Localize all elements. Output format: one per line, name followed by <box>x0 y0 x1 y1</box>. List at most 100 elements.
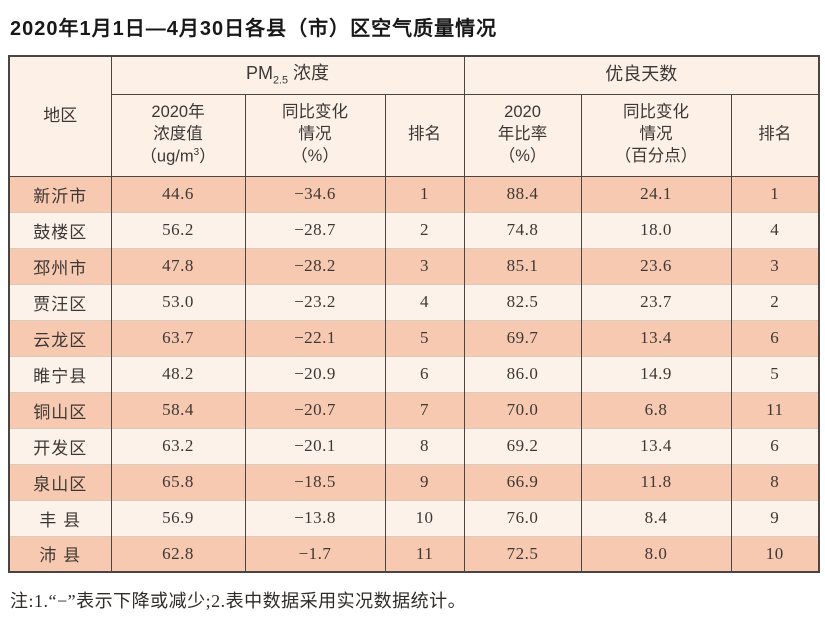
table-row: 云龙区 63.7 −22.1 5 69.7 13.4 6 <box>8 319 820 356</box>
pm-rank-cell: 6 <box>384 355 465 392</box>
header-good-rate-line2: 年比率 <box>497 125 548 144</box>
table-body: 新沂市 44.6 −34.6 1 88.4 24.1 1 鼓楼区 56.2 −2… <box>8 175 820 572</box>
good-rank-cell: 3 <box>730 247 820 284</box>
good-rank-cell: 5 <box>730 355 820 392</box>
table-row: 沛 县 62.8 −1.7 11 72.5 8.0 10 <box>8 535 820 572</box>
good-rank-cell: 2 <box>730 283 820 320</box>
header-good-rate: 2020 年比率 （%） <box>463 93 582 177</box>
pm-rank-cell: 7 <box>384 391 465 428</box>
good-change-cell: 18.0 <box>580 211 732 248</box>
pm-change-cell: −28.7 <box>244 211 386 248</box>
good-change-cell: 8.4 <box>580 499 732 536</box>
good-rate-cell: 69.7 <box>463 319 582 356</box>
header-group-row: 地区 PM2.5 浓度 优良天数 <box>8 55 820 177</box>
good-change-cell: 24.1 <box>580 175 732 212</box>
pm-change-cell: −1.7 <box>244 535 386 572</box>
header-pm-value-sup: 3 <box>193 146 200 158</box>
header-pm-value-line3: （ug/m3） <box>112 146 245 168</box>
header-good-change: 同比变化 情况 （百分点） <box>580 93 732 177</box>
table-row: 铜山区 58.4 −20.7 7 70.0 6.8 11 <box>8 391 820 428</box>
pm-change-cell: −34.6 <box>244 175 386 212</box>
good-change-cell: 23.6 <box>580 247 732 284</box>
header-pm-rank: 排名 <box>384 93 465 177</box>
pm-change-cell: −18.5 <box>244 463 386 500</box>
header-good-rate-line1: 2020 <box>504 103 541 122</box>
good-rank-cell: 10 <box>730 535 820 572</box>
good-rank-cell: 8 <box>730 463 820 500</box>
region-cell: 泉山区 <box>8 463 112 500</box>
region-cell: 开发区 <box>8 427 112 464</box>
header-pm-change-line2: 情况 <box>298 125 332 144</box>
pm-change-cell: −20.9 <box>244 355 386 392</box>
good-rate-cell: 72.5 <box>463 535 582 572</box>
pm-value-cell: 65.8 <box>110 463 246 500</box>
good-rank-cell: 1 <box>730 175 820 212</box>
header-good-change-line3: （百分点） <box>614 146 698 165</box>
header-pm-value-unit: （ug/m <box>140 147 194 166</box>
good-change-cell: 8.0 <box>580 535 732 572</box>
good-change-cell: 6.8 <box>580 391 732 428</box>
pm-rank-cell: 9 <box>384 463 465 500</box>
good-rank-cell: 6 <box>730 319 820 356</box>
region-cell: 邳州市 <box>8 247 112 284</box>
good-rate-cell: 85.1 <box>463 247 582 284</box>
header-good-days-group: 优良天数 <box>463 55 820 95</box>
pm-change-cell: −22.1 <box>244 319 386 356</box>
pm-rank-cell: 3 <box>384 247 465 284</box>
header-pm-value-line1: 2020年 <box>151 103 205 122</box>
table-row: 贾汪区 53.0 −23.2 4 82.5 23.7 2 <box>8 283 820 320</box>
pm-value-cell: 62.8 <box>110 535 246 572</box>
table-row: 新沂市 44.6 −34.6 1 88.4 24.1 1 <box>8 175 820 212</box>
table-row: 丰 县 56.9 −13.8 10 76.0 8.4 9 <box>8 499 820 536</box>
pm-rank-cell: 10 <box>384 499 465 536</box>
good-rate-cell: 82.5 <box>463 283 582 320</box>
header-pm-value-line2: 浓度值 <box>153 124 203 143</box>
good-rate-cell: 76.0 <box>463 499 582 536</box>
table-header: 地区 PM2.5 浓度 优良天数 2020年 浓度值 （ug/m3） 同比变化 … <box>8 55 820 177</box>
header-region: 地区 <box>8 55 112 177</box>
pm-value-cell: 56.2 <box>110 211 246 248</box>
good-rank-cell: 4 <box>730 211 820 248</box>
header-good-rank: 排名 <box>730 93 820 177</box>
pm-change-cell: −23.2 <box>244 283 386 320</box>
pm25-label-suffix: 浓度 <box>288 63 330 84</box>
pm-change-cell: −28.2 <box>244 247 386 284</box>
header-good-rate-line3: （%） <box>498 146 547 165</box>
footnote: 注:1.“−”表示下降或减少;2.表中数据采用实况数据统计。 <box>10 591 467 611</box>
good-rate-cell: 74.8 <box>463 211 582 248</box>
table-row: 邳州市 47.8 −28.2 3 85.1 23.6 3 <box>8 247 820 284</box>
good-rate-cell: 69.2 <box>463 427 582 464</box>
pm-value-cell: 47.8 <box>110 247 246 284</box>
table-row: 睢宁县 48.2 −20.9 6 86.0 14.9 5 <box>8 355 820 392</box>
table-row: 鼓楼区 56.2 −28.7 2 74.8 18.0 4 <box>8 211 820 248</box>
region-cell: 鼓楼区 <box>8 211 112 248</box>
region-cell: 睢宁县 <box>8 355 112 392</box>
region-cell: 新沂市 <box>8 175 112 212</box>
good-rate-cell: 88.4 <box>463 175 582 212</box>
pm-rank-cell: 11 <box>384 535 465 572</box>
header-good-change-line1: 同比变化 <box>623 103 690 122</box>
good-change-cell: 23.7 <box>580 283 732 320</box>
header-good-change-line2: 情况 <box>639 125 673 144</box>
region-cell: 贾汪区 <box>8 283 112 320</box>
header-pm-change-line3: （%） <box>291 146 339 165</box>
region-cell: 云龙区 <box>8 319 112 356</box>
good-change-cell: 11.8 <box>580 463 732 500</box>
pm-rank-cell: 8 <box>384 427 465 464</box>
pm-value-cell: 56.9 <box>110 499 246 536</box>
table-row: 开发区 63.2 −20.1 8 69.2 13.4 6 <box>8 427 820 464</box>
pm-rank-cell: 5 <box>384 319 465 356</box>
good-rate-cell: 86.0 <box>463 355 582 392</box>
header-sub-row: 2020年 浓度值 （ug/m3） 同比变化 情况 （%） 排名 2020 年比… <box>9 93 820 177</box>
header-pm-value: 2020年 浓度值 （ug/m3） <box>110 93 246 177</box>
header-pm-change-line1: 同比变化 <box>282 103 348 122</box>
good-rate-cell: 66.9 <box>463 463 582 500</box>
pm-value-cell: 63.7 <box>110 319 246 356</box>
pm-value-cell: 63.2 <box>110 427 246 464</box>
pm-rank-cell: 1 <box>384 175 465 212</box>
region-cell: 铜山区 <box>8 391 112 428</box>
pm-change-cell: −20.7 <box>244 391 386 428</box>
pm-change-cell: −20.1 <box>244 427 386 464</box>
pm25-label-subscript: 2.5 <box>273 74 289 87</box>
